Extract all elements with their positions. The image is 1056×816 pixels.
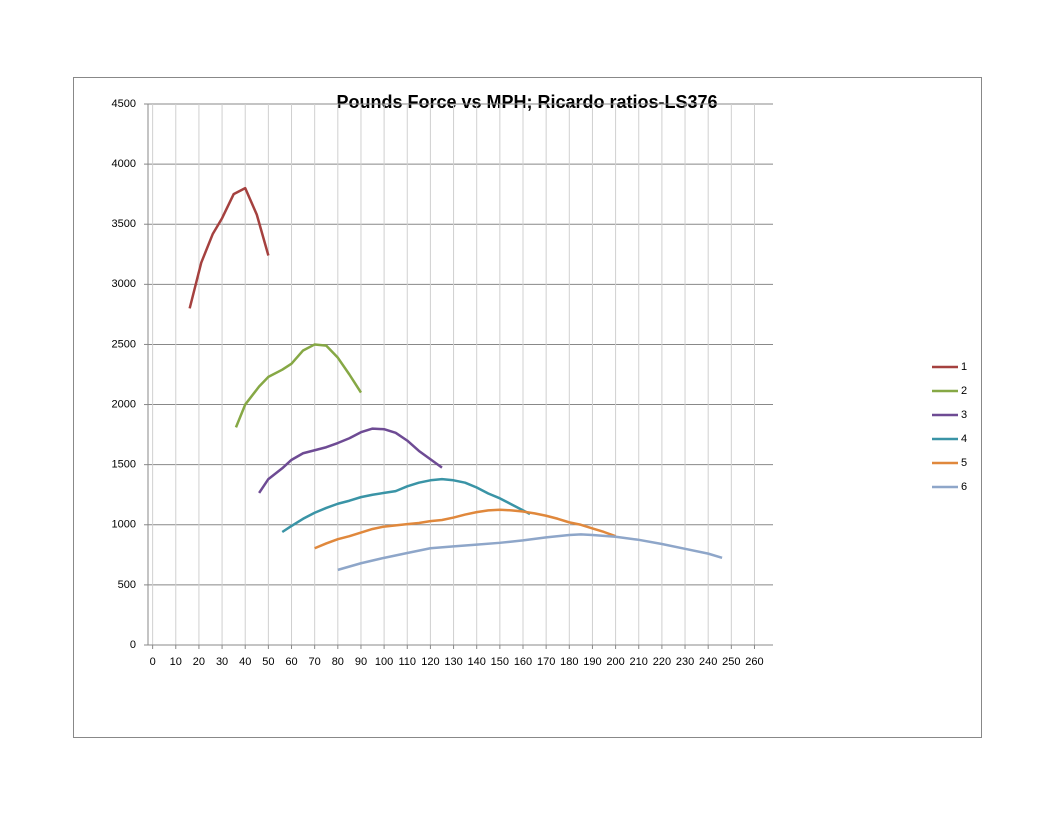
- y-tick-label: 1000: [112, 519, 136, 531]
- legend-label: 2: [961, 385, 967, 397]
- x-tick-label: 180: [560, 656, 578, 668]
- series-line: [258, 427, 443, 494]
- legend-label: 4: [961, 433, 967, 445]
- y-tick-label: 2000: [112, 398, 136, 410]
- x-tick-label: 190: [583, 656, 601, 668]
- x-tick-label: 250: [722, 656, 740, 668]
- x-tick-label: 210: [630, 656, 648, 668]
- x-tick-label: 100: [375, 656, 393, 668]
- series-line: [281, 477, 531, 534]
- legend-label: 1: [961, 361, 967, 373]
- x-tick-label: 240: [699, 656, 717, 668]
- y-tick-label: 500: [118, 579, 136, 591]
- x-tick-label: 110: [398, 656, 416, 668]
- x-tick-label: 80: [332, 656, 344, 668]
- x-tick-label: 10: [170, 656, 182, 668]
- x-tick-label: 140: [468, 656, 486, 668]
- y-tick-label: 4000: [112, 158, 136, 170]
- x-tick-label: 30: [216, 656, 228, 668]
- x-tick-label: 130: [444, 656, 462, 668]
- y-tick-label: 4500: [112, 98, 136, 110]
- chart-border: [73, 77, 982, 738]
- series-line: [234, 343, 363, 428]
- legend-label: 3: [961, 409, 967, 421]
- y-tick-label: 3000: [112, 278, 136, 290]
- x-tick-label: 170: [537, 656, 555, 668]
- x-tick-label: 160: [514, 656, 532, 668]
- chart-title: Pounds Force vs MPH; Ricardo ratios-LS37…: [336, 92, 717, 112]
- x-tick-label: 150: [491, 656, 509, 668]
- legend-label: 5: [961, 457, 967, 469]
- series-line: [188, 186, 270, 309]
- x-tick-label: 220: [653, 656, 671, 668]
- x-tick-label: 40: [239, 656, 251, 668]
- x-tick-label: 50: [262, 656, 274, 668]
- x-tick-label: 90: [355, 656, 367, 668]
- y-tick-label: 3500: [112, 218, 136, 230]
- x-tick-label: 70: [309, 656, 321, 668]
- x-tick-label: 230: [676, 656, 694, 668]
- x-tick-label: 200: [606, 656, 624, 668]
- y-tick-label: 2500: [112, 338, 136, 350]
- series-line: [314, 508, 617, 550]
- series-line: [337, 533, 723, 572]
- legend-label: 6: [961, 481, 967, 493]
- y-tick-label: 0: [130, 639, 136, 651]
- x-tick-label: 0: [150, 656, 156, 668]
- x-tick-label: 260: [745, 656, 763, 668]
- x-tick-label: 20: [193, 656, 205, 668]
- x-tick-label: 60: [285, 656, 297, 668]
- x-tick-label: 120: [421, 656, 439, 668]
- y-tick-label: 1500: [112, 459, 136, 471]
